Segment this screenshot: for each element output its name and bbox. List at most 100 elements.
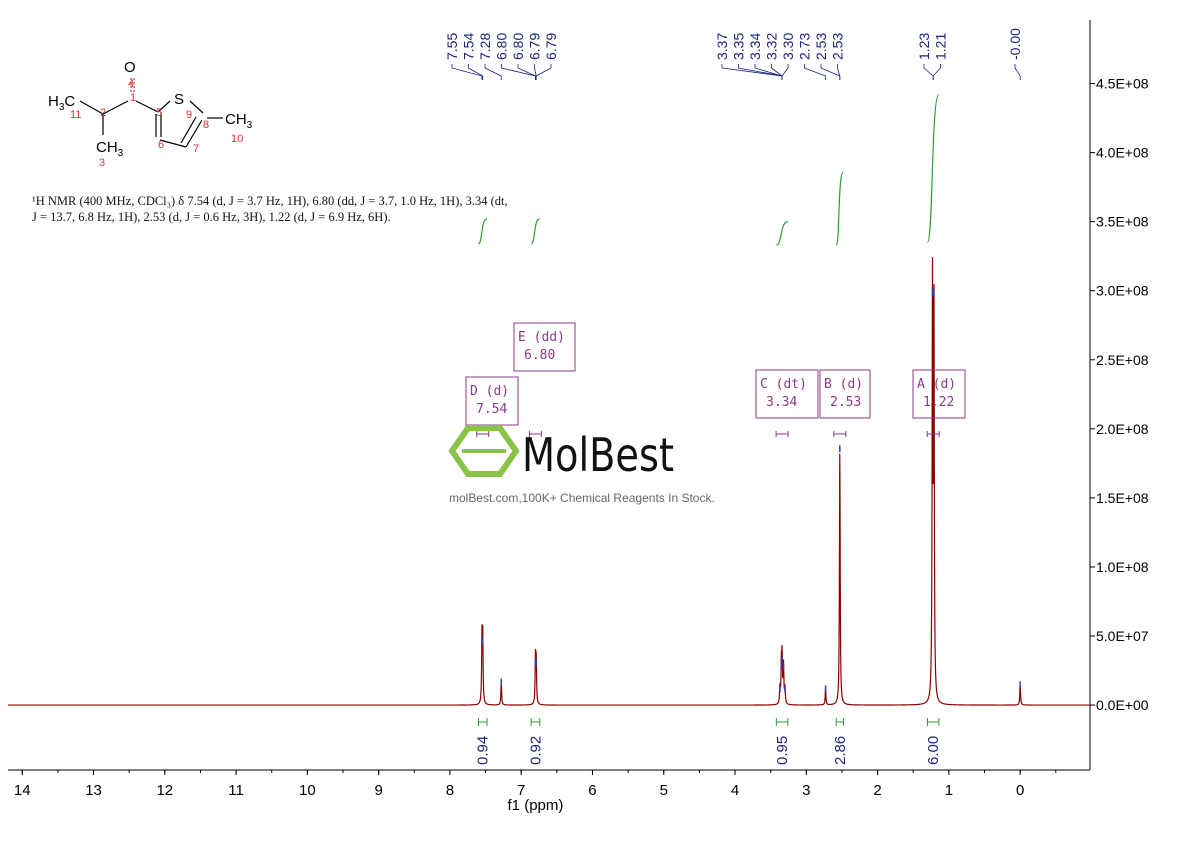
peak-label: 2.53 [830, 33, 846, 60]
multiplet-range [476, 431, 490, 437]
multiplet-label: A (d) [917, 377, 956, 392]
x-tick-label: 0 [1016, 782, 1024, 799]
atom-number: 7 [193, 143, 199, 155]
multiplet-range [833, 431, 847, 437]
x-tick-label: 8 [446, 782, 454, 799]
y-tick-label: 5.0E+07 [1096, 628, 1149, 644]
peak-label-connector [721, 64, 783, 80]
integral-value: 0.94 [475, 736, 492, 765]
peak-label: 2.53 [813, 33, 829, 60]
y-tick-label: 2.0E+08 [1096, 421, 1149, 437]
multiplet-shift: 2.53 [830, 395, 861, 410]
y-tick-label: 3.0E+08 [1096, 283, 1149, 299]
peak-label: 6.80 [510, 33, 526, 60]
atom-numbers: 1 2 3 4 5 6 789 10 11 [70, 78, 243, 169]
peak-label: 3.32 [764, 33, 780, 60]
nmr-text-line2: J = 13.7, 6.8 Hz, 1H), 2.53 (d, J = 0.6 … [32, 210, 391, 224]
atom-o: O [124, 59, 136, 76]
atom-h3c: H3C [48, 93, 75, 113]
peak-label: 6.80 [494, 33, 510, 60]
x-tick-label: 10 [299, 782, 316, 799]
integral-curve [835, 171, 844, 246]
multiplet-box [755, 369, 819, 419]
y-tick-label: 3.5E+08 [1096, 214, 1149, 230]
multiplet-box [513, 322, 576, 372]
x-tick-label: 9 [374, 782, 382, 799]
integral-value: 6.00 [925, 736, 942, 765]
peak-label-connector [517, 64, 536, 80]
peak-label-connector [923, 64, 934, 80]
multiplet-range [775, 431, 789, 437]
atom-ch3-3: CH3 [96, 139, 124, 159]
peak-label: -0.00 [1007, 28, 1023, 60]
peak-label-connector [451, 64, 483, 80]
peak-label-connector [837, 64, 841, 80]
peak-label: 7.54 [461, 33, 477, 60]
peak-label-connector [738, 64, 783, 80]
integral-curve [776, 221, 788, 246]
multiplet-shift: 7.54 [476, 402, 507, 417]
atom-ch3-10: CH3 [225, 111, 253, 131]
integral-bracket [530, 718, 541, 726]
multiplet-label: E (dd) [518, 330, 565, 345]
x-tick-label: 11 [228, 782, 244, 799]
atom-number: 3 [99, 157, 105, 169]
plot-area: 14 13 12 11 10 9 8 7 6 5 4 3 2 1 0f1 (ppm)0.0E+005.0E+… [8, 20, 1149, 814]
peak-label-connector [932, 64, 941, 80]
multiplet-label: B (d) [824, 377, 863, 392]
peak-label-connector [820, 64, 841, 80]
watermark-logo-text: MolBest [522, 428, 674, 482]
x-tick-label: 3 [802, 782, 810, 799]
multiplet-box [819, 369, 871, 419]
molbest-logo-icon [448, 425, 520, 477]
atom-number: 1 [130, 92, 136, 104]
peak-label-connector [501, 64, 536, 80]
integral-bracket [775, 718, 789, 726]
y-tick-label: 1.5E+08 [1096, 490, 1149, 506]
multiplet-range [926, 431, 940, 437]
peak-label: 3.30 [780, 33, 796, 60]
peak-label-connector [468, 64, 484, 80]
x-tick-label: 5 [660, 782, 668, 799]
peak-label: 1.21 [933, 33, 949, 60]
structure-labels: O S H3C CH3 CH3 [48, 59, 253, 159]
y-tick-label: 4.0E+08 [1096, 145, 1149, 161]
multiplet-shift: 6.80 [524, 348, 555, 363]
nmr-text-line1: ¹H NMR (400 MHz, CDCl₃) δ 7.54 (d, J = 3… [32, 194, 508, 208]
multiplet-shift: 3.34 [766, 395, 797, 410]
peak-label: 2.73 [797, 33, 813, 60]
atom-s: S [174, 91, 184, 108]
peak-label: 7.28 [477, 33, 493, 60]
atom-number: 6 [158, 139, 164, 151]
peak-label: 3.34 [747, 33, 763, 60]
x-tick-label: 7 [517, 782, 525, 799]
peak-label-connector [771, 64, 783, 80]
atom-number: 9 [186, 109, 192, 121]
multiplet-label: C (dt) [760, 377, 807, 392]
molecule-structure [79, 78, 223, 148]
peak-label: 6.79 [543, 33, 559, 60]
peak-label-connector [1014, 64, 1021, 80]
integral-curve [530, 218, 541, 245]
integral-value: 0.95 [774, 736, 791, 765]
x-tick-label: 4 [731, 782, 739, 799]
peak-label: 7.55 [444, 33, 460, 60]
atom-number: 11 [70, 109, 81, 121]
peak-label: 1.23 [916, 33, 932, 60]
watermark: MolBest molBest.com,100K+ Chemical Reage… [448, 425, 715, 505]
integral-bracket [477, 718, 488, 726]
x-tick-label: 6 [588, 782, 596, 799]
peak-label: 3.35 [731, 33, 747, 60]
integral-bracket [835, 718, 844, 726]
y-tick-label: 4.5E+08 [1096, 76, 1149, 92]
integral-value: 2.86 [832, 736, 849, 765]
integral-bracket [926, 718, 940, 726]
x-axis-label: f1 (ppm) [508, 797, 564, 814]
x-tick-label: 14 [14, 782, 31, 799]
x-tick-label: 13 [85, 782, 102, 799]
atom-number: 10 [231, 133, 243, 145]
x-tick-label: 2 [873, 782, 881, 799]
peak-label-connector [781, 64, 789, 80]
multiplet-shift: 1.22 [923, 395, 954, 410]
